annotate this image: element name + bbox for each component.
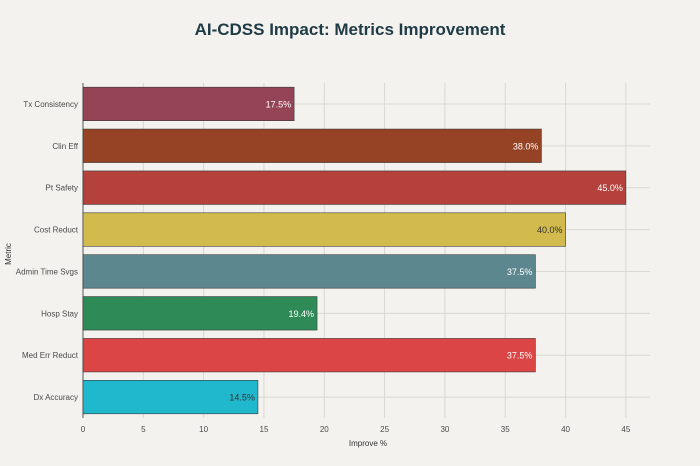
x-tick-label: 35	[501, 425, 510, 434]
y-tick-label: Clin Eff	[52, 142, 78, 151]
y-tick-label: Hosp Stay	[41, 309, 78, 318]
chart-title: AI-CDSS Impact: Metrics Improvement	[195, 20, 506, 39]
x-tick-label: 45	[621, 425, 630, 434]
x-tick-label: 5	[141, 425, 146, 434]
y-tick-label: Pt Safety	[46, 184, 78, 193]
x-tick-label: 10	[199, 425, 208, 434]
y-axis-label: Metric	[4, 243, 13, 265]
bar-value-label: 17.5%	[266, 99, 292, 109]
bar	[82, 338, 536, 373]
bar-value-label: 38.0%	[513, 141, 539, 151]
x-tick-label: 0	[81, 425, 86, 434]
x-axis-label: Improve %	[349, 439, 387, 448]
bar	[82, 380, 259, 415]
y-tick-label: Cost Reduct	[34, 226, 79, 235]
bar	[82, 170, 627, 205]
bar	[82, 212, 566, 247]
bar	[82, 296, 318, 331]
x-tick-label: 40	[561, 425, 570, 434]
bar-value-label: 19.4%	[289, 309, 315, 319]
bar-value-label: 45.0%	[597, 183, 623, 193]
x-tick-label: 25	[380, 425, 389, 434]
bar-value-label: 14.5%	[229, 393, 255, 403]
bar-value-label: 40.0%	[537, 225, 563, 235]
bars: 17.5% 38.0% 45.0% 40.0% 37.5% 19.4% 37.5% 14.5%	[82, 86, 627, 415]
x-axis-ticks: 0 5 10 15 20 25 30 35 40 45	[81, 425, 631, 434]
y-axis-ticks: Tx Consistency Clin Eff Pt Safety Cost Redu…	[16, 100, 79, 402]
bar	[82, 254, 536, 289]
x-tick-label: 30	[440, 425, 449, 434]
bar	[82, 128, 542, 163]
x-tick-label: 15	[260, 425, 269, 434]
y-tick-label: Tx Consistency	[23, 100, 78, 109]
bar-value-label: 37.5%	[507, 351, 533, 361]
y-tick-label: Dx Accuracy	[34, 393, 78, 402]
bar	[82, 86, 295, 121]
y-tick-label: Admin Time Svgs	[16, 267, 78, 276]
x-tick-label: 20	[320, 425, 329, 434]
bar-value-label: 37.5%	[507, 267, 533, 277]
y-tick-label: Med Err Reduct	[22, 351, 79, 360]
